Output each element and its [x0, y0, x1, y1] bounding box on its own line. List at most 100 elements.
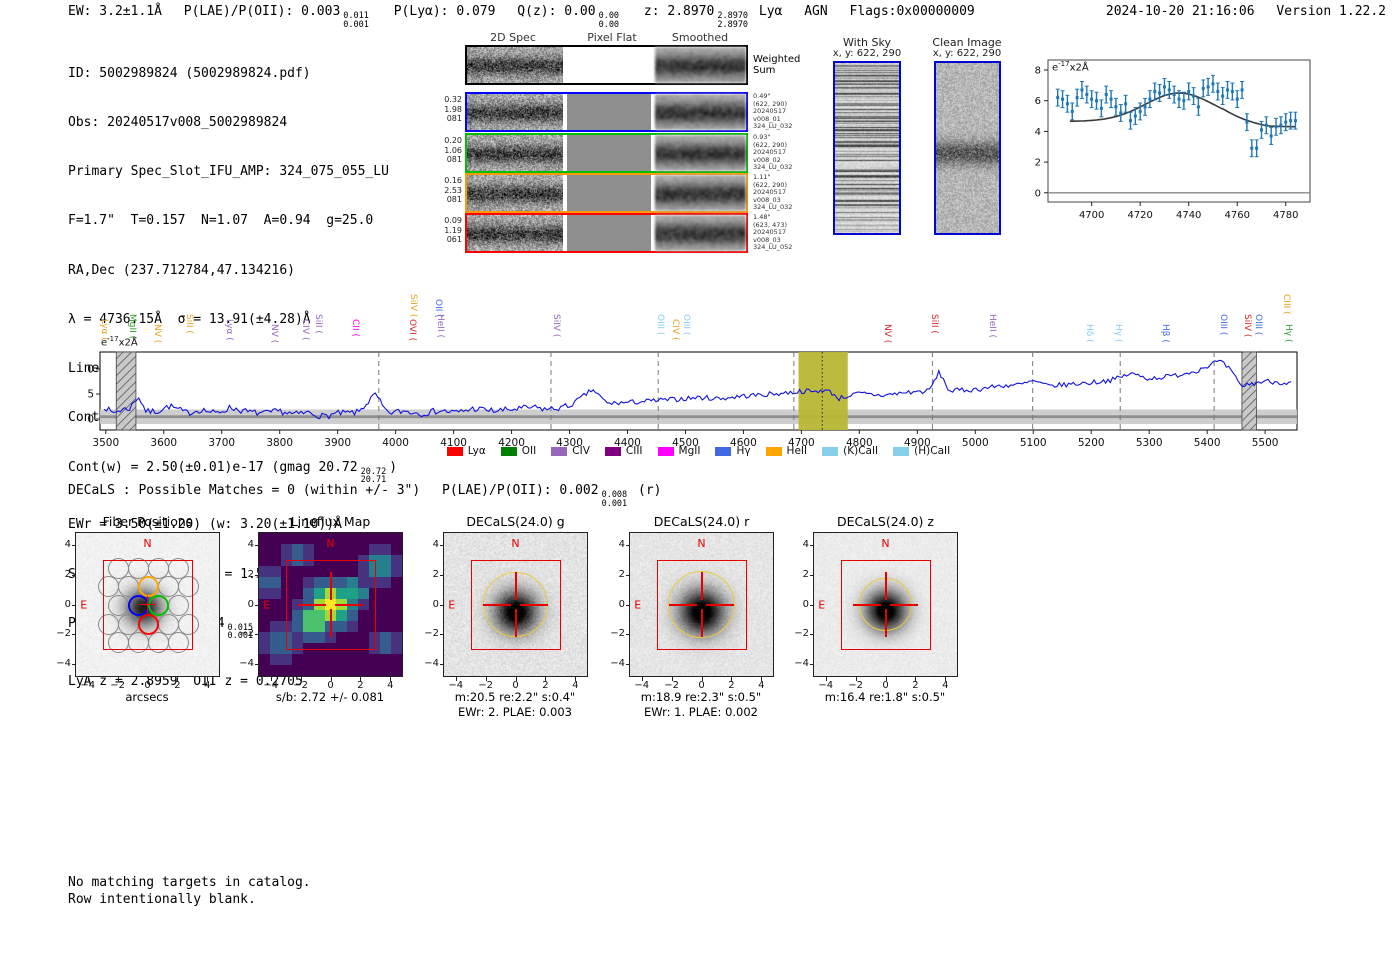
line-label-siii: SiII ( — [183, 313, 194, 334]
legend-label: CIII — [625, 445, 643, 457]
x-tick — [915, 677, 917, 681]
x-tick-label: 2 — [542, 680, 549, 691]
svg-text:10: 10 — [88, 364, 94, 376]
spec2d-row-right-labels: 0.49" (622, 290) 20240517 v008_01 324_LU_032 — [753, 92, 793, 131]
y-tick — [810, 544, 814, 546]
spec2d-cell-pixelflat — [567, 215, 651, 251]
compass-north-label: N — [511, 537, 520, 551]
x-tick — [761, 677, 763, 681]
line-label-lyα: Lyα ( — [223, 319, 234, 341]
legend-label: (H)CaII — [914, 445, 951, 457]
y-tick-label: −4 — [56, 658, 71, 670]
svg-text:4300: 4300 — [556, 437, 583, 449]
masked-band — [115, 351, 137, 431]
svg-text:4500: 4500 — [672, 437, 699, 449]
z-bounds: 2.8970 2.8970 — [717, 11, 749, 30]
spectral-line-labels: Lyα (MgII (NV (SiII (Lyα (NV (CIV (SiII … — [0, 258, 1400, 352]
line-label-nv: NV ( — [882, 324, 893, 344]
svg-text:5000: 5000 — [962, 437, 989, 449]
spec2d-row-right-labels: 0.93" (622, 290) 20240517 v008_02 324_LU_032 — [753, 133, 793, 172]
cutout-title: DECaLS(24.0) z — [837, 514, 934, 529]
spec2d-cell-2dspec — [467, 94, 563, 130]
x-tick-label: 2 — [174, 680, 181, 691]
cutout-lineflux-map: Lineflux Map N E s/b: 2.72 +/- 0.081 −4−… — [230, 514, 420, 724]
noise-canvas — [655, 215, 746, 251]
y-tick-label: 4 — [618, 538, 625, 550]
fiber-circle — [167, 557, 189, 579]
legend-label: CIV — [572, 445, 590, 457]
crosshair-top — [514, 572, 517, 601]
x-tick — [825, 677, 827, 681]
sky-noise-canvas — [835, 63, 899, 233]
y-tick-label: 0 — [64, 598, 71, 610]
y-tick — [255, 574, 259, 576]
legend-item: Lyα — [446, 445, 486, 457]
x-tick-label: 4 — [942, 680, 949, 691]
compass-north-label: N — [326, 537, 335, 551]
spec2d-row-left-labels: 0.20 1.06 081 — [444, 136, 462, 164]
line-label-siiv: SiIV ( — [408, 293, 419, 317]
x-tick-label: −4 — [80, 680, 96, 691]
noise-canvas — [467, 47, 563, 83]
masked-band — [1241, 351, 1257, 431]
spec2d-cell-smoothed — [655, 215, 746, 251]
col-title-2d-spec: 2D Spec — [490, 31, 536, 44]
legend-item: (K)CaII — [822, 445, 878, 457]
fiber-circle-selected — [138, 613, 159, 635]
legend-item: (H)CaII — [893, 445, 950, 457]
fiber-circle — [177, 613, 199, 635]
x-tick — [117, 677, 119, 681]
line-label-siiv: SiIV ( — [1242, 313, 1253, 337]
x-tick — [945, 677, 947, 681]
line-label-oiii: OIII ( — [1252, 313, 1263, 336]
svg-text:5500: 5500 — [1252, 437, 1279, 449]
svg-text:3500: 3500 — [92, 437, 119, 449]
decals-r-plot: N E — [629, 532, 774, 677]
legend-label: HeII — [786, 445, 808, 457]
x-tick — [455, 677, 457, 681]
y-tick-label: −2 — [239, 628, 254, 640]
x-tick-label: −2 — [848, 680, 863, 691]
spec2d-cell-2dspec — [467, 215, 563, 251]
y-tick-label: 0 — [802, 598, 809, 610]
y-tick-label: 4 — [247, 538, 254, 550]
x-tick-label: 0 — [512, 680, 519, 691]
cutout-title: DECaLS(24.0) g — [466, 514, 565, 529]
legend-swatch — [500, 446, 517, 456]
spec2d-row-right-labels: 1.11" (622, 290) 20240517 v008_03 324_LU_032 — [753, 173, 793, 212]
crosshair-right — [519, 603, 548, 606]
x-tick — [87, 677, 89, 681]
svg-text:5400: 5400 — [1194, 437, 1221, 449]
gaussian-fit-curve — [1069, 92, 1296, 128]
spec2d-row — [465, 213, 748, 253]
spectrum-legend: Lyα OII CIV CIII MgII Hγ HeII (K)CaII (H)CaII — [100, 445, 1297, 457]
with-sky-title: With Sky — [843, 36, 891, 49]
y-tick-label: 4 — [432, 538, 439, 550]
line-label-nv: NV ( — [268, 324, 279, 344]
col-title-smoothed: Smoothed — [671, 31, 729, 44]
x-tick-label: −4 — [634, 680, 650, 691]
x-tick-label: 2 — [357, 680, 364, 691]
plae-poii-bounds: 0.011 0.001 — [343, 11, 369, 30]
catalog-footer-note: No matching targets in catalog. Row inte… — [68, 875, 311, 908]
crosshair-right — [334, 603, 363, 606]
line-label-hβ: Hβ ( — [1159, 324, 1170, 344]
crosshair-bottom — [884, 608, 887, 637]
legend-swatch — [715, 446, 732, 456]
info-ra-dec: RA,Dec (237.712784,47.134216) — [68, 262, 295, 278]
x-tick — [855, 677, 857, 681]
x-tick-label: 0 — [698, 680, 705, 691]
clean-image-xy: x, y: 622, 290 — [932, 48, 1002, 59]
noise-canvas — [467, 135, 563, 171]
cutout-xlabel: arcsecs — [125, 690, 169, 704]
lineflux-map-plot: N E — [258, 532, 403, 677]
compass-north-label: N — [143, 537, 152, 551]
svg-text:3900: 3900 — [324, 437, 351, 449]
info-redshifts: LyA z = 2.8959 OII z = 0.2705 — [68, 673, 303, 689]
svg-text:3700: 3700 — [208, 437, 235, 449]
y-tick-label: −2 — [794, 628, 809, 640]
x-tick-label: −2 — [293, 680, 308, 691]
line-label-siiv: SiIV ( — [550, 313, 561, 337]
aperture-ellipse — [667, 570, 736, 639]
spec2d-row — [465, 92, 748, 132]
